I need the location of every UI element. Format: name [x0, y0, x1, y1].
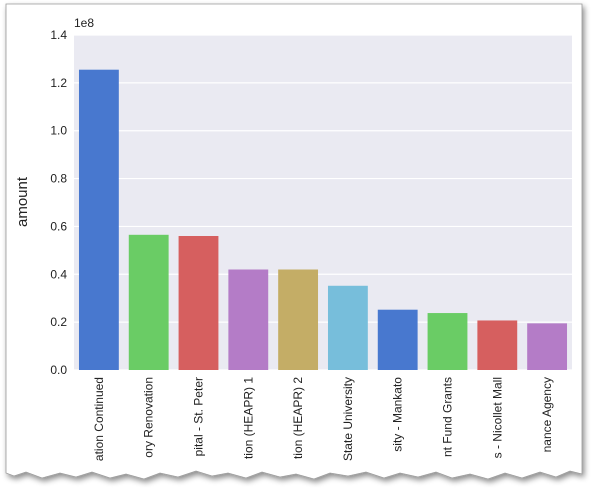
x-tick-label: tion (HEAPR) 1 [241, 377, 255, 459]
x-tick-label: ation Continued [92, 377, 106, 461]
bar [128, 234, 169, 370]
y-tick-label: 0.2 [50, 315, 67, 329]
bar [228, 269, 269, 370]
y-tick-label: 0.8 [50, 172, 67, 186]
y-tick-label: 1.0 [50, 124, 67, 138]
bar [377, 309, 418, 370]
bar [427, 313, 468, 370]
y-tick-labels: 0.0 0.2 0.4 0.6 0.8 1.0 1.2 1.4 [50, 28, 67, 377]
x-tick-label: pital - St. Peter [192, 377, 206, 456]
bar [527, 323, 568, 370]
gridlines [74, 34, 572, 371]
y-tick-label: 1.4 [50, 28, 67, 42]
x-tick-label: nt Fund Grants [441, 377, 455, 457]
y-axis-label: amount [14, 176, 31, 227]
bar [178, 236, 219, 370]
y-tick-label: 0.4 [50, 267, 67, 281]
x-tick-labels: ation Continued ory Renovation pital - St.… [92, 377, 554, 461]
bar [477, 320, 518, 370]
x-tick-label: State University [341, 377, 355, 461]
bar [78, 69, 119, 371]
y-scale-label: 1e8 [74, 16, 94, 30]
x-tick-label: nance Agency [540, 377, 554, 452]
x-tick-label: ory Renovation [142, 377, 156, 458]
bar [278, 269, 319, 370]
y-tick-label: 1.2 [50, 76, 67, 90]
y-tick-label: 0.6 [50, 219, 67, 233]
x-tick-label: tion (HEAPR) 2 [291, 377, 305, 459]
x-tick-label: s - Nicollet Mall [490, 377, 504, 458]
y-tick-label: 0.0 [50, 363, 67, 377]
x-tick-label: sity - Mankato [391, 377, 405, 452]
bars [78, 69, 568, 371]
bar [327, 285, 368, 370]
